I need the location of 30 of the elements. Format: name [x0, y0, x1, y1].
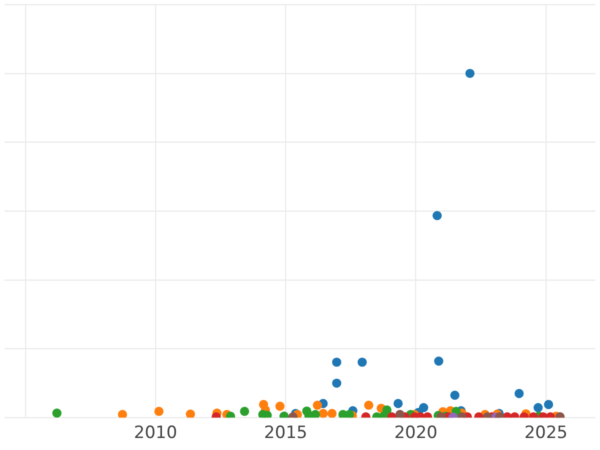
- point: [465, 68, 475, 78]
- point: [332, 378, 342, 388]
- point: [382, 405, 392, 415]
- x-tick-label: 2010: [134, 423, 178, 444]
- x-tick-label: 2025: [524, 423, 568, 444]
- point: [432, 210, 442, 220]
- point: [450, 390, 460, 400]
- point: [310, 410, 320, 418]
- point: [434, 356, 444, 366]
- point: [318, 408, 328, 418]
- x-tick-label: 2015: [264, 423, 308, 444]
- point: [240, 406, 250, 416]
- point: [344, 410, 354, 418]
- point: [327, 408, 337, 418]
- point: [534, 403, 543, 412]
- point: [312, 400, 322, 410]
- point: [364, 400, 374, 410]
- point: [358, 358, 367, 367]
- point: [154, 406, 164, 416]
- x-tick-label: 2020: [394, 423, 438, 444]
- point: [544, 400, 554, 410]
- point: [394, 398, 403, 408]
- point: [395, 410, 405, 418]
- point: [52, 408, 62, 418]
- point: [514, 388, 524, 398]
- point: [262, 410, 272, 418]
- point: [332, 358, 342, 367]
- point: [275, 402, 285, 411]
- point: [186, 410, 196, 418]
- point: [118, 410, 128, 418]
